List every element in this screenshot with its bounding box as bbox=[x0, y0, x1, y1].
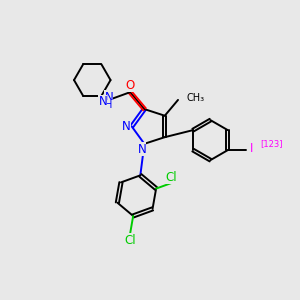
Text: N: N bbox=[122, 120, 131, 133]
Text: I: I bbox=[250, 142, 253, 155]
Text: O: O bbox=[125, 79, 135, 92]
Text: Cl: Cl bbox=[124, 234, 136, 247]
Text: H: H bbox=[105, 100, 112, 110]
Text: N: N bbox=[98, 95, 107, 108]
Text: [123]: [123] bbox=[260, 139, 283, 148]
Text: Cl: Cl bbox=[166, 171, 177, 184]
Text: CH₃: CH₃ bbox=[186, 94, 204, 103]
Text: N: N bbox=[104, 91, 113, 103]
Text: N: N bbox=[138, 142, 146, 156]
